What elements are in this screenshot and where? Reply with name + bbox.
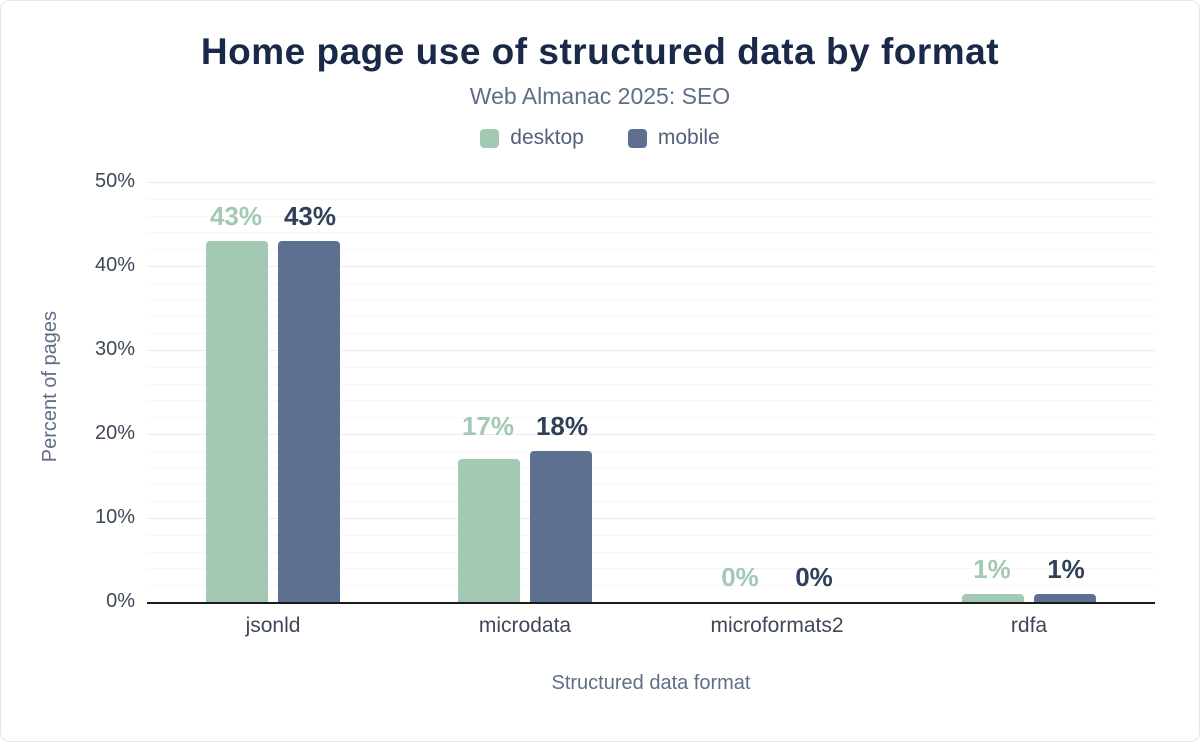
bar-group-rdfa: 1% 1% bbox=[903, 172, 1155, 602]
minor-gridline bbox=[147, 501, 1155, 503]
bar-row bbox=[206, 240, 340, 602]
minor-gridline bbox=[147, 249, 1155, 251]
value-label-mobile-microformats2: 0% bbox=[795, 562, 833, 592]
y-tick-label: 30% bbox=[94, 338, 135, 360]
value-label-row: 0% 0% bbox=[708, 562, 846, 593]
bar-desktop-rdfa bbox=[962, 593, 1024, 602]
y-axis-title: Percent of pages bbox=[38, 311, 61, 463]
minor-gridline bbox=[147, 467, 1155, 469]
value-label-desktop-jsonld: 43% bbox=[209, 200, 263, 231]
minor-gridline bbox=[147, 534, 1155, 536]
value-label-row: 1% 1% bbox=[960, 554, 1098, 585]
minor-gridline bbox=[147, 585, 1155, 587]
minor-gridline bbox=[147, 400, 1155, 402]
major-gridline bbox=[147, 518, 1155, 519]
minor-gridline bbox=[147, 215, 1155, 217]
minor-gridline bbox=[147, 333, 1155, 335]
minor-gridline bbox=[147, 383, 1155, 385]
chart-subtitle: Web Almanac 2025: SEO bbox=[469, 83, 731, 109]
category-label-microdata: microdata bbox=[478, 614, 572, 637]
category-label-rdfa: rdfa bbox=[1010, 614, 1048, 637]
minor-gridline bbox=[147, 484, 1155, 486]
minor-gridline bbox=[147, 282, 1155, 284]
value-label-mobile-microdata: 18% bbox=[535, 410, 589, 441]
chart-area: Percent of pages 0% 10% 20% 30% 40% 50% 43% 43… bbox=[1, 170, 1199, 695]
bar-group-jsonld: 43% 43% bbox=[147, 172, 399, 602]
legend: desktop mobile bbox=[1, 126, 1199, 150]
plot-area: 43% 43% 17% 18% 0% 0% 1% 1% bbox=[147, 172, 1155, 604]
minor-gridline bbox=[147, 450, 1155, 452]
category-label-microformats2: microformats2 bbox=[710, 614, 844, 637]
minor-gridline bbox=[147, 316, 1155, 318]
category-label-jsonld: jsonld bbox=[245, 614, 301, 637]
minor-gridline bbox=[147, 299, 1155, 301]
minor-gridline bbox=[147, 568, 1155, 570]
legend-swatch-mobile bbox=[627, 128, 647, 148]
major-gridline bbox=[147, 182, 1155, 183]
minor-gridline bbox=[147, 551, 1155, 553]
bar-group-microformats2: 0% 0% bbox=[651, 172, 903, 602]
bar-desktop-jsonld bbox=[206, 240, 268, 602]
chart-title: Home page use of structured data by form… bbox=[200, 31, 1000, 72]
legend-swatch-desktop bbox=[480, 128, 500, 148]
x-axis-categories: jsonld microdata microformats2 rdfa bbox=[71, 614, 1155, 638]
bar-row bbox=[962, 593, 1096, 602]
bar-group-microdata: 17% 18% bbox=[399, 172, 651, 602]
x-axis-title: Structured data format bbox=[551, 672, 751, 694]
bar-mobile-microdata bbox=[530, 450, 592, 602]
legend-label: desktop bbox=[510, 126, 584, 149]
value-label-mobile-rdfa: 1% bbox=[1047, 553, 1085, 584]
value-label-mobile-jsonld: 43% bbox=[283, 200, 337, 231]
minor-gridline bbox=[147, 232, 1155, 234]
bar-mobile-rdfa bbox=[1034, 593, 1096, 602]
minor-gridline bbox=[147, 198, 1155, 200]
y-tick-label: 40% bbox=[94, 254, 135, 276]
major-gridline bbox=[147, 434, 1155, 435]
bar-mobile-jsonld bbox=[278, 240, 340, 602]
legend-item-desktop[interactable]: desktop bbox=[480, 126, 584, 150]
y-axis-ticks: 0% 10% 20% 30% 40% 50% bbox=[71, 170, 135, 612]
legend-label: mobile bbox=[657, 126, 720, 149]
y-tick-label: 20% bbox=[94, 422, 135, 444]
value-label-row: 17% 18% bbox=[456, 411, 594, 442]
bar-groups: 43% 43% 17% 18% 0% 0% 1% 1% bbox=[147, 172, 1155, 602]
bar-desktop-microdata bbox=[458, 459, 520, 602]
y-tick-label: 50% bbox=[94, 170, 135, 192]
value-label-desktop-microdata: 17% bbox=[461, 410, 515, 441]
y-tick-label: 0% bbox=[106, 590, 135, 612]
major-gridline bbox=[147, 350, 1155, 351]
bar-row bbox=[458, 450, 592, 602]
minor-gridline bbox=[147, 417, 1155, 419]
value-label-row: 43% 43% bbox=[204, 201, 342, 232]
major-gridline bbox=[147, 266, 1155, 267]
value-label-desktop-microformats2: 0% bbox=[721, 562, 759, 592]
legend-item-mobile[interactable]: mobile bbox=[627, 126, 720, 150]
value-label-desktop-rdfa: 1% bbox=[973, 553, 1011, 584]
y-tick-label: 10% bbox=[94, 506, 135, 528]
minor-gridline bbox=[147, 366, 1155, 368]
